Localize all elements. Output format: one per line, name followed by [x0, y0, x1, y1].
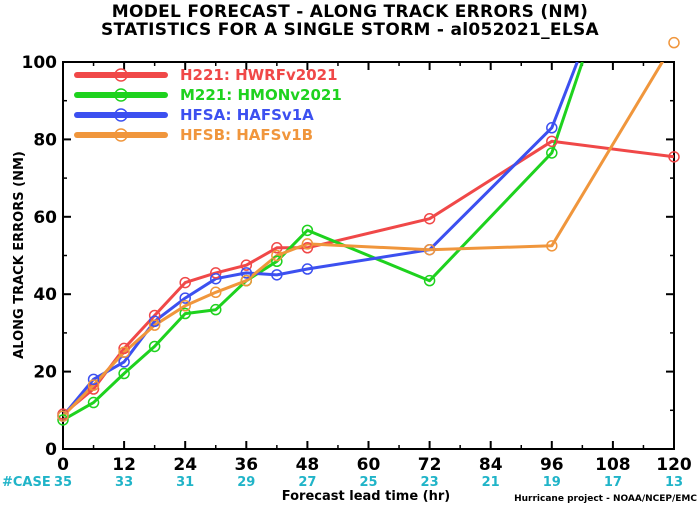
legend-label-h221: H221: HWRFv2021 — [180, 66, 338, 84]
x-tick-label: 60 — [357, 455, 381, 475]
case-count-value: 17 — [604, 475, 622, 490]
y-axis-label: ALONG TRACK ERRORS (NM) — [12, 151, 27, 359]
markers-group — [57, 36, 680, 426]
case-count-value: 35 — [54, 475, 72, 490]
x-tick-label: 24 — [173, 455, 197, 475]
x-tick-label: 48 — [296, 455, 320, 475]
x-tick-label: 0 — [57, 455, 69, 475]
data-point-m221 — [546, 147, 558, 159]
data-point-h221 — [271, 242, 283, 254]
x-tick-label: 12 — [112, 455, 136, 475]
chart-subtitle: STATISTICS FOR A SINGLE STORM - al052021… — [101, 20, 599, 40]
data-point-hfsa — [546, 122, 558, 134]
legend-marker-hfsa — [114, 108, 128, 122]
data-point-hfsa — [179, 292, 191, 304]
case-count-value: 13 — [665, 475, 683, 490]
data-point-m221 — [148, 340, 161, 353]
data-point-h221 — [240, 259, 253, 271]
data-point-hfsb — [179, 300, 191, 312]
y-tick-label: 20 — [33, 363, 57, 383]
data-point-hfsb — [546, 240, 558, 252]
legend-marker-m221 — [114, 88, 128, 102]
x-tick-label: 36 — [234, 455, 258, 475]
x-tick-label: 108 — [595, 455, 631, 475]
data-point-hfsb — [148, 319, 161, 331]
case-count-value: 31 — [176, 475, 194, 490]
case-count-value: 33 — [115, 475, 133, 490]
data-point-h221 — [118, 342, 130, 355]
series-line-m221 — [63, 62, 584, 422]
series-group — [63, 62, 674, 422]
legend: H221: HWRFv2021 M221: HMONv2021 HFSA: HAFS… — [74, 66, 342, 144]
data-point-h221 — [423, 212, 436, 225]
data-point-m221 — [271, 255, 283, 268]
x-tick-label: 72 — [418, 455, 442, 475]
series-line-h221 — [63, 139, 674, 416]
data-point-h221 — [210, 267, 222, 279]
y-tick-label: 80 — [33, 130, 57, 150]
case-count-value: 23 — [421, 475, 439, 490]
y-tick-label: 40 — [33, 285, 57, 305]
series-line-hfsa — [63, 62, 579, 418]
data-point-h221 — [301, 242, 314, 254]
case-count-value: 19 — [543, 475, 561, 490]
credit-text: Hurricane project - NOAA/NCEP/EMC — [514, 494, 697, 504]
data-point-m221 — [179, 307, 191, 320]
legend-label-hfsa: HFSA: HAFSv1A — [180, 106, 314, 124]
y-tick-label: 0 — [45, 440, 57, 460]
data-point-m221 — [423, 274, 436, 287]
data-point-hfsa — [301, 263, 314, 275]
x-tick-label: 96 — [540, 455, 564, 475]
data-point-m221 — [210, 303, 222, 316]
data-point-m221 — [118, 367, 130, 380]
data-point-hfsb — [87, 379, 100, 391]
data-point-m221 — [57, 414, 69, 426]
case-count-value: 25 — [359, 475, 377, 490]
axes-group: 0 12 24 36 48 60 72 84 96 108 120 0 20 40 60 80 100 35 33 3… — [22, 53, 692, 490]
y-tick-label: 60 — [33, 208, 57, 228]
data-point-m221 — [87, 396, 100, 409]
data-point-hfsb — [271, 249, 283, 262]
case-count-value: 21 — [482, 475, 500, 490]
data-point-hfsb — [301, 238, 314, 250]
data-point-hfsa — [148, 315, 161, 328]
data-point-hfsb — [118, 346, 130, 358]
chart-title: MODEL FORECAST - ALONG TRACK ERRORS (NM) — [111, 2, 589, 22]
legend-marker-hfsb — [114, 128, 128, 142]
data-point-hfsb — [423, 243, 436, 256]
case-count-label: #CASE — [2, 475, 51, 490]
data-point-h221 — [179, 276, 191, 289]
x-axis-label: Forecast lead time (hr) — [282, 489, 450, 504]
case-count-value: 29 — [237, 475, 255, 490]
legend-marker-h221 — [114, 68, 128, 82]
data-point-hfsb — [210, 286, 222, 299]
data-point-hfsb — [240, 274, 253, 287]
x-tick-label: 120 — [656, 455, 692, 475]
data-point-hfsa — [87, 373, 100, 386]
data-point-hfsa — [271, 269, 283, 281]
case-count-value: 27 — [298, 475, 316, 490]
data-point-h221 — [668, 151, 680, 163]
y-tick-label: 100 — [22, 53, 58, 73]
data-point-hfsa — [210, 272, 222, 285]
data-point-hfsa — [240, 267, 253, 279]
data-point-m221 — [301, 224, 314, 237]
x-tick-label: 84 — [479, 455, 503, 475]
data-point-h221 — [546, 135, 558, 148]
legend-label-m221: M221: HMONv2021 — [180, 86, 342, 104]
legend-label-hfsb: HFSB: HAFSv1B — [180, 126, 313, 144]
data-point-hfsb — [57, 410, 69, 422]
data-point-hfsb — [668, 36, 680, 49]
series-line-hfsb — [63, 62, 665, 418]
